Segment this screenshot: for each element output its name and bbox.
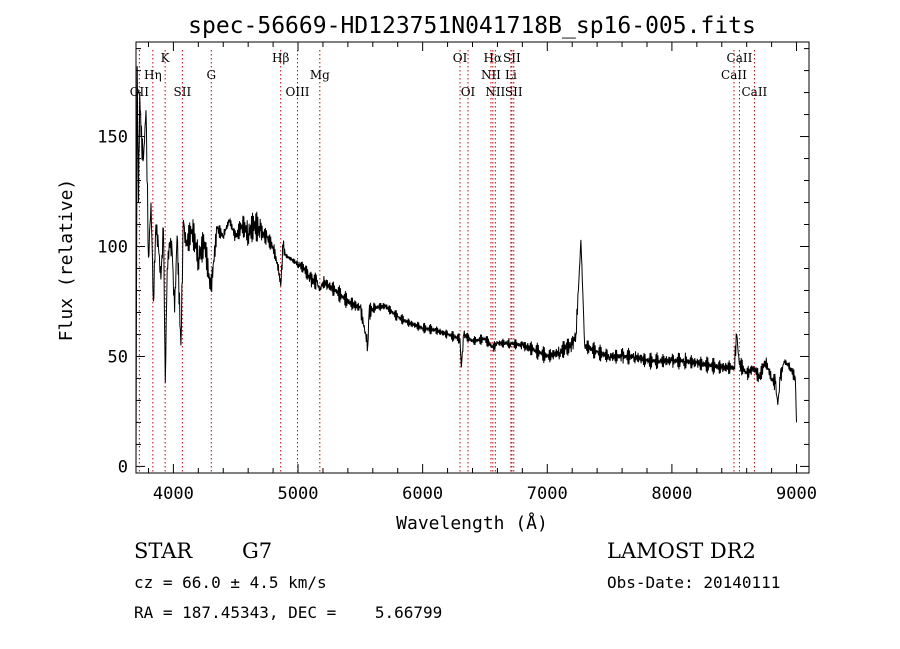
spectral-line-label: SII	[503, 51, 521, 65]
x-tick-label: 9000	[776, 484, 817, 504]
redshift-readout: cz = 66.0 ± 4.5 km/s	[134, 573, 327, 592]
coordinates-readout: RA = 187.45343, DEC = 5.66799	[134, 603, 443, 622]
x-tick-label: 4000	[153, 484, 194, 504]
plot-frame	[135, 41, 810, 474]
spectral-line-label: Hβ	[272, 51, 289, 65]
spectral-line-label: SII	[505, 85, 523, 99]
spectral-line-label: NII	[485, 85, 505, 99]
x-tick-label: 5000	[278, 484, 319, 504]
spectral-subclass: G7	[242, 539, 273, 563]
plot-border	[135, 41, 810, 474]
spectral-line-label: Hα	[484, 51, 503, 65]
spectral-line-label: OI	[461, 85, 476, 99]
y-tick-label: 150	[97, 128, 128, 148]
spectral-line-label: Mg	[310, 68, 330, 82]
chart-title: spec-56669-HD123751N041718B_sp16-005.fit…	[188, 13, 756, 39]
spectral-line-label: OIII	[285, 85, 309, 99]
spectral-line-label: CaII	[721, 68, 747, 82]
x-axis-label: Wavelength (Å)	[396, 512, 548, 534]
observation-date: Obs-Date: 20140111	[607, 573, 781, 592]
spectral-line-label: Hη	[144, 68, 162, 82]
x-tick-label: 6000	[402, 484, 443, 504]
spectral-line-markers: OIIHηKSIIGHβOIIIMgOIOIHαNIINIISIILiSIICa…	[130, 50, 768, 473]
spectral-line-label: SII	[174, 85, 192, 99]
spectrum-series	[135, 66, 797, 467]
y-axis: 0 50 100 150	[97, 48, 809, 477]
x-tick-label: 7000	[527, 484, 568, 504]
spectral-line-label: CaII	[741, 85, 767, 99]
spectral-line-label: K	[161, 51, 171, 65]
survey-name: LAMOST DR2	[607, 539, 756, 563]
spectral-line-label: NII	[481, 68, 501, 82]
object-type: STAR	[134, 539, 193, 563]
y-tick-label: 0	[118, 457, 128, 477]
y-axis-label: Flux (relative)	[56, 179, 77, 342]
spectral-line-label: OII	[130, 85, 150, 99]
x-axis: 4000 5000 6000 7000 8000 9000	[147, 42, 817, 504]
x-tick-label: 8000	[651, 484, 692, 504]
y-tick-label: 100	[97, 238, 128, 258]
spectral-line-label: Li	[505, 68, 517, 82]
y-tick-label: 50	[108, 347, 128, 367]
spectral-line-label: CaII	[727, 51, 753, 65]
spectral-line-label: G	[206, 68, 216, 82]
spectral-line-label: OI	[453, 51, 468, 65]
